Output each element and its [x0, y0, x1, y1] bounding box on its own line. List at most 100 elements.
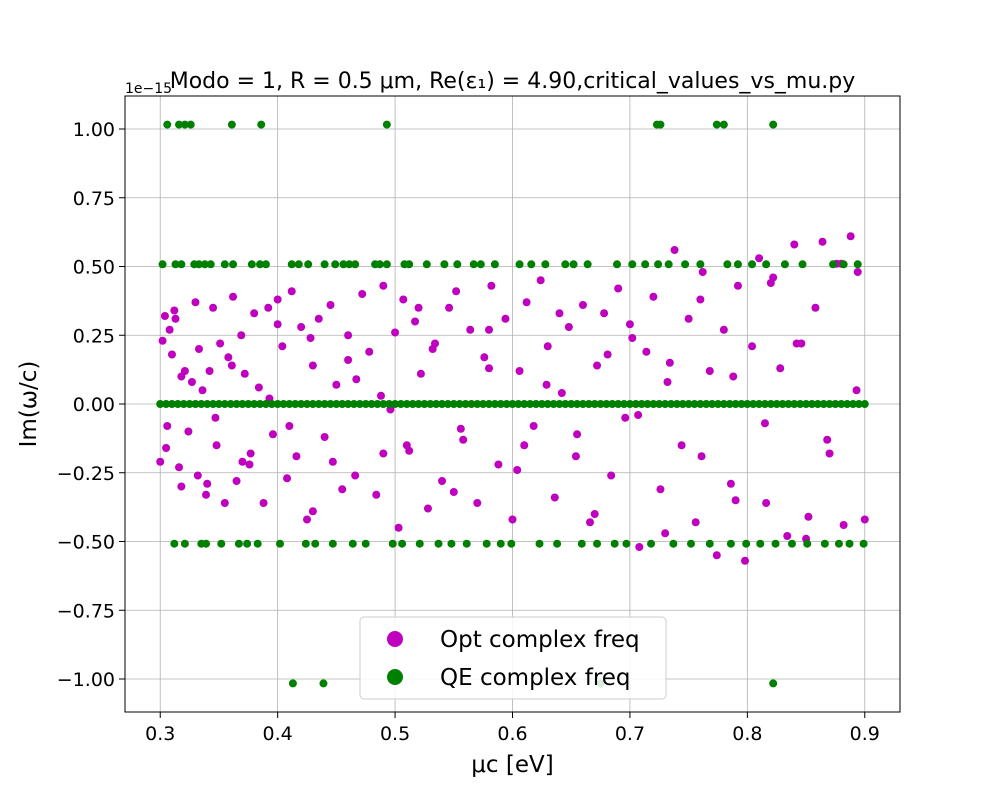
opt-point — [160, 312, 169, 320]
qe-point — [375, 260, 384, 269]
qe-point — [514, 400, 523, 408]
opt-point — [456, 424, 465, 433]
qe-point — [449, 400, 458, 408]
qe-point — [620, 400, 629, 408]
qe-point — [485, 400, 494, 408]
opt-point — [391, 328, 400, 337]
opt-point — [522, 298, 531, 307]
qe-point — [194, 260, 203, 269]
opt-point — [344, 356, 353, 364]
qe-point — [508, 400, 517, 408]
qe-point — [748, 260, 757, 269]
qe-point — [186, 120, 195, 129]
qe-point — [379, 400, 388, 408]
qe-point — [462, 539, 471, 548]
qe-point — [175, 120, 184, 129]
qe-point — [402, 400, 411, 408]
opt-point — [177, 482, 186, 491]
opt-point — [731, 496, 740, 505]
opt-point — [670, 246, 679, 254]
opt-point — [603, 350, 612, 359]
opt-point — [473, 499, 482, 507]
opt-point — [625, 320, 634, 329]
opt-point — [314, 314, 323, 323]
qe-point — [338, 400, 347, 408]
qe-point — [320, 400, 329, 408]
y-tick-label: −0.75 — [57, 600, 115, 622]
qe-point — [405, 260, 414, 269]
qe-point — [667, 400, 676, 408]
opt-point — [607, 471, 616, 480]
qe-point — [796, 400, 805, 408]
axis-ticks: 0.3 0.4 0.5 0.6 0.7 0.8 0.9 −1.00 −0.75 −0.50 −0.2… — [57, 119, 880, 745]
qe-point — [649, 400, 658, 408]
qe-point — [567, 400, 576, 408]
qe-point — [373, 400, 382, 408]
opt-point — [760, 419, 769, 428]
qe-point — [608, 400, 617, 408]
opt-point — [449, 488, 458, 496]
opt-point — [853, 268, 862, 276]
opt-point — [733, 281, 742, 290]
opt-point — [227, 361, 236, 370]
qe-point — [348, 539, 357, 548]
qe-point — [180, 539, 189, 548]
qe-point — [819, 400, 828, 408]
qe-point — [250, 400, 259, 408]
opt-point — [352, 375, 361, 384]
opt-point — [358, 290, 367, 298]
opt-point — [804, 512, 813, 521]
qe-point — [537, 400, 546, 408]
qe-point — [561, 400, 570, 408]
qe-point — [367, 400, 376, 408]
qe-point — [247, 260, 256, 269]
qe-point — [655, 400, 664, 408]
qe-point — [227, 120, 236, 129]
opt-point — [283, 474, 292, 483]
opt-point — [741, 556, 749, 565]
qe-point — [541, 260, 550, 269]
qe-point — [725, 400, 734, 408]
qe-point — [256, 400, 265, 408]
opt-point — [480, 353, 489, 362]
qe-point — [719, 400, 728, 408]
qe-point — [331, 260, 340, 269]
qe-point — [382, 260, 391, 269]
opt-point — [578, 301, 587, 309]
opt-point — [162, 444, 171, 452]
opt-point — [411, 317, 420, 326]
opt-point — [165, 325, 174, 334]
qe-point — [355, 400, 364, 408]
opt-point — [379, 281, 388, 290]
opt-point — [487, 281, 496, 290]
legend-label-qe: QE complex freq — [440, 665, 631, 691]
opt-point — [416, 369, 425, 378]
qe-point — [771, 539, 780, 548]
opt-point — [571, 452, 580, 461]
opt-point — [306, 334, 315, 342]
qe-point — [762, 260, 771, 269]
opt-point — [825, 449, 834, 458]
qe-point — [332, 400, 341, 408]
y-tick-label: 0.00 — [73, 394, 115, 416]
qe-point — [515, 260, 524, 269]
qe-point — [291, 400, 300, 408]
qe-point — [712, 120, 721, 129]
qe-point — [696, 400, 705, 408]
qe-point — [596, 400, 605, 408]
x-tick-label: 0.3 — [145, 723, 175, 745]
qe-point — [678, 400, 687, 408]
qe-point — [860, 400, 869, 408]
opt-point — [303, 515, 312, 524]
qe-point — [220, 260, 229, 269]
opt-point — [649, 292, 658, 301]
qe-point — [535, 539, 544, 548]
qe-point — [854, 400, 863, 408]
opt-point — [158, 336, 167, 345]
opt-point — [402, 441, 411, 450]
y-tick-label: 0.25 — [73, 325, 115, 347]
qe-point — [415, 539, 424, 548]
opt-point — [191, 298, 200, 307]
qe-point — [641, 260, 650, 269]
qe-point — [285, 400, 294, 408]
